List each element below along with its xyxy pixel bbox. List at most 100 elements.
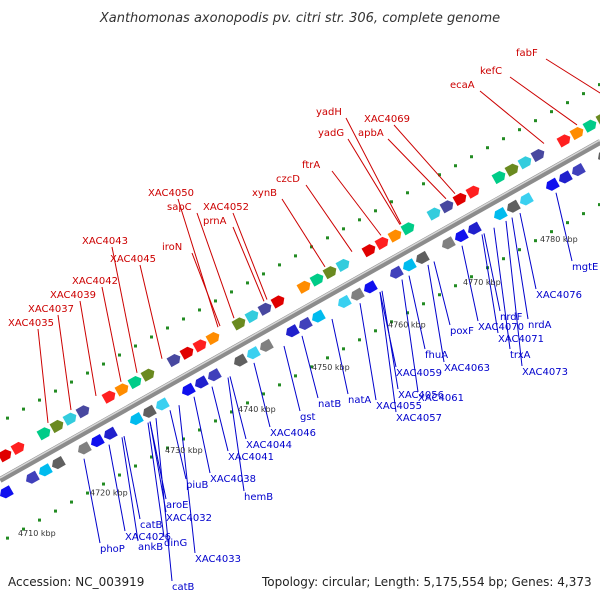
forward-gene: [127, 375, 142, 390]
forward-gene: [361, 244, 376, 258]
reverse-label-leader: [169, 410, 187, 480]
reverse-label-leader: [401, 279, 419, 393]
reverse-gene: [455, 228, 469, 243]
forward-gene: [582, 119, 597, 133]
guide-dot: [326, 356, 329, 360]
forward-gene: [530, 148, 545, 163]
reverse-gene-label: XAC4041: [228, 452, 274, 463]
reverse-gene: [572, 163, 586, 177]
reverse-gene-label: ankB: [138, 542, 163, 553]
guide-dot: [38, 518, 41, 522]
forward-gene: [10, 441, 25, 456]
forward-gene: [101, 390, 116, 404]
reverse-gene-label: XAC4046: [270, 428, 316, 439]
forward-gene: [595, 112, 600, 126]
forward-label-leader: [347, 138, 401, 225]
forward-gene: [205, 332, 220, 346]
reverse-label-leader: [461, 245, 479, 322]
forward-gene: [62, 412, 77, 426]
forward-gene: [309, 273, 324, 287]
forward-gene-label: XAC4045: [110, 254, 156, 265]
reverse-label-leader: [193, 396, 211, 474]
reverse-gene: [286, 324, 300, 338]
reverse-gene: [338, 294, 352, 308]
reverse-gene: [104, 426, 118, 440]
reverse-gene-label: hemB: [244, 492, 273, 503]
kbp-tick-label: 4750 kbp: [312, 363, 350, 372]
reverse-gene: [416, 250, 430, 265]
forward-gene-label: yadH: [316, 107, 342, 118]
reverse-gene-label: XAC4076: [536, 290, 582, 301]
reverse-label-leader: [227, 377, 245, 492]
guide-dot: [214, 299, 217, 303]
kbp-tick-label: 4740 kbp: [238, 405, 276, 414]
reverse-gene-label: XAC4063: [444, 363, 490, 374]
reverse-gene-label: gst: [300, 412, 316, 423]
guide-dot: [470, 275, 473, 279]
reverse-gene: [247, 346, 261, 360]
forward-gene-label: kefC: [480, 66, 502, 77]
reverse-label-leader: [511, 217, 529, 320]
guide-dot: [70, 380, 73, 384]
guide-dot: [102, 362, 105, 366]
guide-dot: [262, 272, 265, 276]
guide-dot: [294, 374, 297, 378]
forward-gene-label: XAC4043: [82, 236, 128, 247]
reverse-label-leader: [505, 220, 523, 367]
reverse-gene: [130, 412, 144, 426]
guide-dot: [54, 509, 57, 513]
guide-dot: [326, 236, 329, 240]
forward-label-leader: [479, 90, 545, 144]
label-leaders: [37, 58, 600, 582]
forward-gene: [296, 280, 311, 294]
reverse-label-leader: [149, 421, 167, 513]
reverse-label-leader: [83, 458, 101, 544]
forward-label-leader: [387, 138, 447, 200]
guide-dot: [22, 527, 25, 531]
forward-label-leader: [545, 58, 600, 94]
reverse-gene: [494, 206, 508, 221]
reverse-gene-label: XAC4038: [210, 474, 256, 485]
forward-gene: [426, 207, 441, 221]
forward-gene: [452, 192, 467, 207]
reverse-label-leader: [519, 212, 537, 290]
guide-dot: [598, 203, 600, 207]
forward-gene-label: XAC4052: [203, 202, 249, 213]
guide-dot: [118, 473, 121, 477]
guide-dot: [166, 446, 169, 450]
guide-dot: [198, 428, 201, 432]
forward-gene: [114, 383, 129, 397]
guide-dot: [550, 110, 553, 114]
reverse-gene-label: XAC4044: [246, 440, 292, 451]
guide-dot: [518, 128, 521, 132]
reverse-gene-label: XAC4061: [418, 393, 464, 404]
reverse-gene: [468, 221, 482, 235]
guide-dot: [438, 173, 441, 177]
forward-gene-label: czcD: [276, 174, 300, 185]
reverse-gene-label: nrdA: [528, 320, 552, 331]
reverse-gene-label: XAC4056: [398, 390, 444, 401]
guide-dot: [6, 416, 9, 420]
guide-dot: [582, 92, 585, 96]
reverse-label-leader: [433, 261, 451, 326]
guide-dot: [406, 311, 409, 315]
reverse-gene: [351, 287, 365, 301]
reverse-gene: [520, 192, 534, 206]
guide-dot: [278, 383, 281, 387]
forward-label-leader: [345, 117, 402, 225]
guide-dot: [566, 221, 569, 225]
guide-dot: [422, 182, 425, 186]
guide-dot: [454, 284, 457, 288]
guide-dot: [54, 389, 57, 393]
guide-dot: [358, 218, 361, 222]
forward-gene-label: sapC: [167, 202, 192, 213]
reverse-label-leader: [331, 318, 349, 395]
forward-gene: [179, 346, 194, 360]
forward-gene: [569, 126, 584, 141]
guide-dot: [422, 302, 425, 306]
reverse-gene-label: XAC4057: [396, 413, 442, 424]
guide-dot: [262, 392, 265, 396]
reverse-label-leader: [481, 234, 499, 334]
guide-dot: [86, 371, 89, 375]
forward-label-leader: [196, 212, 235, 319]
